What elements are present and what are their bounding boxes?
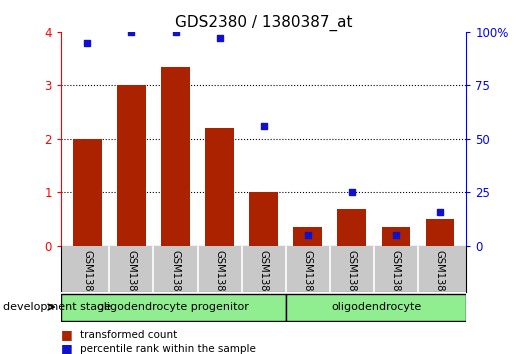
Text: ■: ■ [61,342,73,354]
Point [348,190,356,195]
Bar [205,128,234,246]
Point [127,29,136,35]
Bar [338,209,366,246]
Text: GSM138284: GSM138284 [259,250,269,310]
Bar [117,85,146,246]
Point [436,209,444,215]
Point [171,29,180,35]
Bar [382,227,410,246]
Bar [286,293,466,321]
Text: oligodendrocyte: oligodendrocyte [331,302,421,312]
Text: GSM138283: GSM138283 [215,250,225,310]
Title: GDS2380 / 1380387_at: GDS2380 / 1380387_at [175,14,352,30]
Text: GSM138287: GSM138287 [391,250,401,310]
Bar [61,293,286,321]
Bar [161,67,190,246]
Text: GSM138286: GSM138286 [347,250,357,310]
Text: GSM138280: GSM138280 [82,250,92,310]
Point [215,35,224,41]
Bar [73,139,102,246]
Point [83,40,92,45]
Point [304,233,312,238]
Point [392,233,400,238]
Text: development stage: development stage [3,302,111,312]
Text: oligodendrocyte progenitor: oligodendrocyte progenitor [98,302,249,312]
Text: GSM138282: GSM138282 [171,250,181,310]
Point [260,123,268,129]
Text: GSM138288: GSM138288 [435,250,445,310]
Bar [426,219,454,246]
Text: percentile rank within the sample: percentile rank within the sample [80,344,255,354]
Text: transformed count: transformed count [80,330,176,339]
Bar [249,193,278,246]
Text: GSM138281: GSM138281 [127,250,136,310]
Text: ■: ■ [61,328,73,341]
Bar [294,227,322,246]
Text: GSM138285: GSM138285 [303,250,313,310]
